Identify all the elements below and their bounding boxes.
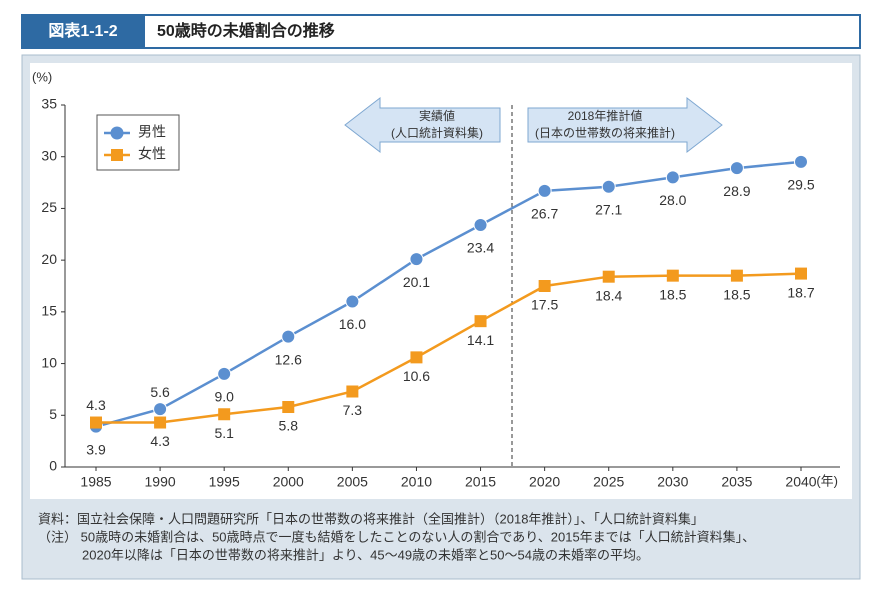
value-label: 4.3 bbox=[86, 397, 106, 413]
y-tick-label: 35 bbox=[41, 96, 57, 112]
value-label: 20.1 bbox=[403, 274, 430, 290]
series-line bbox=[96, 272, 802, 424]
title-frame bbox=[21, 14, 861, 49]
marker bbox=[218, 408, 231, 421]
marker bbox=[345, 294, 360, 309]
value-label: 28.9 bbox=[723, 183, 750, 199]
legend-marker bbox=[111, 149, 123, 161]
marker bbox=[410, 351, 423, 364]
y-tick-label: 5 bbox=[49, 406, 57, 422]
y-tick-label: 25 bbox=[41, 199, 57, 215]
value-label: 18.4 bbox=[595, 287, 622, 303]
value-label: 9.0 bbox=[214, 389, 234, 405]
value-label: 14.1 bbox=[467, 332, 494, 348]
legend bbox=[96, 114, 180, 171]
y-tick-label: 30 bbox=[41, 147, 57, 163]
marker bbox=[537, 183, 552, 198]
x-unit: (年) bbox=[816, 473, 838, 488]
value-label: 5.8 bbox=[279, 418, 299, 434]
marker bbox=[474, 315, 487, 328]
marker bbox=[153, 402, 168, 417]
x-tick-label: 2005 bbox=[337, 474, 368, 490]
x-tick-label: 1990 bbox=[145, 474, 176, 490]
marker bbox=[794, 154, 808, 169]
value-label: 10.6 bbox=[403, 368, 430, 384]
note: 2020年以降は「日本の世帯数の将来推計」より、45～49歳の未婚率と50～54… bbox=[82, 547, 649, 562]
marker bbox=[409, 252, 424, 267]
y-tick-label: 0 bbox=[49, 458, 57, 474]
marker bbox=[538, 280, 551, 292]
series-line bbox=[95, 160, 802, 428]
note: 資料：国立社会保障・人口問題研究所「日本の世帯数の将来推計（全国推計）（2018… bbox=[38, 511, 704, 526]
marker bbox=[602, 270, 615, 283]
legend-label: 男性 bbox=[138, 124, 166, 140]
marker bbox=[730, 269, 743, 282]
value-label: 12.6 bbox=[275, 351, 302, 367]
chart-title: 50歳時の未婚割合の推移 bbox=[157, 21, 335, 40]
arrow-left bbox=[344, 96, 501, 154]
value-label: 16.0 bbox=[339, 316, 366, 332]
note: （注） 50歳時の未婚割合は、50歳時点で一度も結婚をしたことのない人の割合であ… bbox=[38, 529, 755, 544]
marker bbox=[601, 179, 616, 194]
y-unit: (%) bbox=[32, 69, 52, 84]
value-label: 18.5 bbox=[659, 286, 686, 302]
arrow-right bbox=[527, 96, 723, 154]
x-tick-label: 2000 bbox=[273, 474, 304, 490]
annotation: 実績値 bbox=[419, 108, 455, 123]
x-tick-label: 1995 bbox=[209, 474, 240, 490]
marker bbox=[729, 161, 744, 176]
x-tick-label: 1985 bbox=[80, 474, 111, 490]
x-tick-label: 2020 bbox=[529, 474, 560, 490]
value-label: 27.1 bbox=[595, 201, 622, 217]
y-tick-label: 10 bbox=[41, 354, 57, 370]
value-label: 7.3 bbox=[343, 402, 363, 418]
marker bbox=[666, 269, 679, 282]
marker bbox=[154, 416, 167, 429]
y-tick-label: 20 bbox=[41, 251, 57, 267]
value-label: 4.3 bbox=[150, 433, 170, 449]
value-label: 18.7 bbox=[787, 284, 814, 300]
x-tick-label: 2015 bbox=[465, 474, 496, 490]
x-tick-label: 2025 bbox=[593, 474, 624, 490]
marker bbox=[346, 385, 359, 398]
value-label: 26.7 bbox=[531, 206, 558, 222]
figure-label: 図表1-1-2 bbox=[48, 21, 117, 40]
value-label: 28.0 bbox=[659, 192, 686, 208]
value-label: 29.5 bbox=[787, 177, 814, 193]
marker bbox=[665, 170, 680, 185]
marker bbox=[795, 267, 807, 280]
x-tick-label: 2040 bbox=[785, 474, 816, 490]
marker bbox=[282, 401, 295, 414]
value-label: 23.4 bbox=[467, 240, 494, 256]
marker bbox=[217, 366, 232, 381]
value-label: 5.1 bbox=[214, 425, 234, 441]
y-tick-label: 15 bbox=[41, 303, 57, 319]
value-label: 17.5 bbox=[531, 297, 558, 313]
value-label: 3.9 bbox=[86, 441, 106, 457]
x-tick-label: 2030 bbox=[657, 474, 688, 490]
annotation: (日本の世帯数の将来推計) bbox=[535, 125, 675, 140]
legend-marker bbox=[110, 126, 124, 140]
annotation: 2018年推計値 bbox=[568, 108, 643, 123]
label-box bbox=[22, 15, 145, 48]
x-tick-label: 2010 bbox=[401, 474, 432, 490]
legend-label: 女性 bbox=[138, 146, 166, 162]
value-label: 5.6 bbox=[150, 384, 170, 400]
marker bbox=[473, 217, 488, 232]
marker bbox=[90, 416, 102, 429]
marker bbox=[281, 329, 296, 344]
x-tick-label: 2035 bbox=[721, 474, 752, 490]
value-label: 18.5 bbox=[723, 286, 750, 302]
annotation: (人口統計資料集) bbox=[391, 125, 483, 140]
